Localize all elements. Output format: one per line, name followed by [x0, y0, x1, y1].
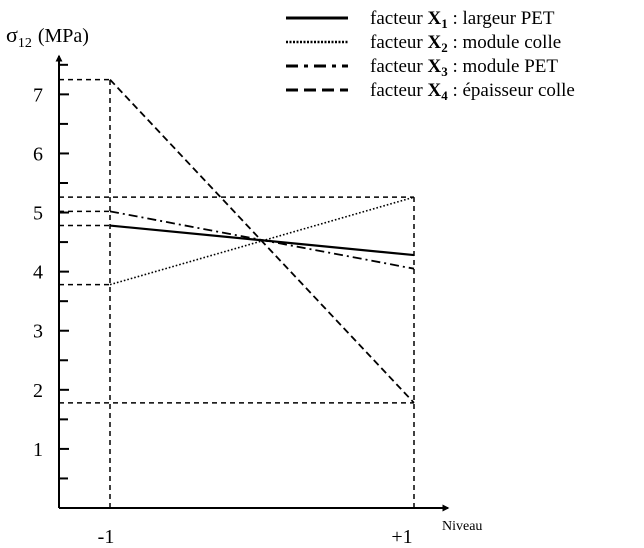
y-axis-label-unit: (MPa)	[38, 25, 89, 47]
x-axis-label: Niveau	[442, 519, 482, 534]
legend-label-3: facteur X3 : module PET	[370, 56, 558, 79]
legend-label-4: facteur X4 : épaisseur colle	[370, 80, 575, 103]
y-tick-label: 5	[33, 203, 43, 225]
y-tick-label: 6	[33, 143, 43, 165]
legend-label-2: facteur X2 : module colle	[370, 32, 561, 55]
y-axis-label-symbol: σ	[6, 22, 18, 47]
y-tick-label: 4	[33, 262, 43, 284]
x-axis-tick-labels: -1 +1	[98, 526, 413, 548]
y-tick-label: 7	[33, 84, 43, 106]
legend-label-1: facteur X1 : largeur PET	[370, 8, 555, 31]
y-axis-label: σ12 (MPa)	[6, 22, 89, 51]
series-4-line	[109, 78, 415, 404]
series-lines	[109, 78, 415, 404]
y-tick-label: 2	[33, 380, 43, 402]
extreme-level-guides	[59, 78, 415, 508]
x-tick-label: -1	[98, 526, 115, 548]
y-axis-ticks	[59, 63, 69, 480]
y-tick-label: 3	[33, 321, 43, 343]
x-tick-label: +1	[391, 526, 412, 548]
y-axis-tick-labels: 1 2 3 4 5 6 7	[33, 84, 43, 461]
y-axis-label-subscript: 12	[18, 36, 32, 51]
series-2-line	[109, 196, 415, 286]
y-tick-label: 1	[33, 439, 43, 461]
